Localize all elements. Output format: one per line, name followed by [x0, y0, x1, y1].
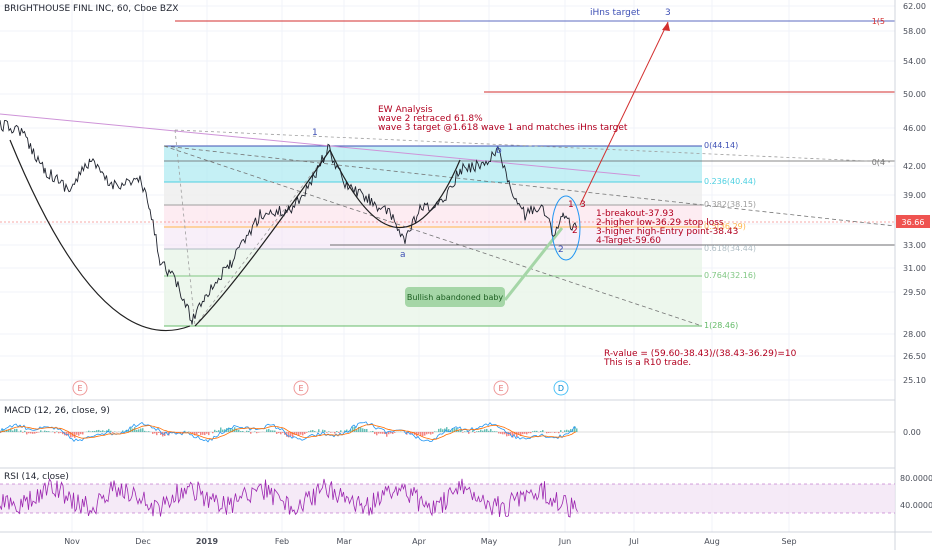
time-tick-5: Apr	[412, 537, 427, 546]
event-marker-3[interactable]: E	[493, 380, 509, 396]
svg-text:E: E	[498, 384, 503, 393]
plan-line-1: 1-breakout-37.93	[596, 209, 674, 219]
time-axis[interactable]: Nov Dec 2019 Feb Mar Apr May Jun Jul Aug Sep	[64, 537, 796, 546]
fib-label-0236: 0.236(40.44)	[704, 177, 756, 186]
channel-bottom	[163, 145, 703, 327]
last-price-tag	[896, 215, 930, 228]
price-tick-5: 42.00	[903, 162, 926, 171]
price-tick-12: 26.50	[903, 352, 926, 361]
time-tick-6: May	[481, 537, 498, 546]
price-tick-4: 46.00	[903, 124, 926, 133]
fib-zone-0382-05	[164, 205, 702, 227]
price-tick-6: 39.00	[903, 191, 926, 200]
target-arrow	[579, 21, 669, 206]
fib-zone-0-0236	[164, 146, 702, 182]
time-tick-1: Dec	[135, 537, 150, 546]
macd-axis-tick: 0.00	[903, 428, 921, 437]
price-tick-8: 33.00	[903, 241, 926, 250]
time-tick-7: Jun	[558, 537, 572, 546]
svg-text:D: D	[558, 384, 564, 393]
event-marker-1[interactable]: E	[72, 380, 88, 396]
plan-line-4: 4-Target-59.60	[596, 236, 661, 246]
price-tick-0: 62.00	[903, 2, 926, 11]
target-arrowhead	[662, 22, 670, 31]
wave-proj-1	[174, 129, 196, 327]
price-tick-3: 50.00	[903, 90, 926, 99]
fib-label-1: 1(28.46)	[704, 321, 738, 330]
time-tick-2: 2019	[196, 537, 219, 546]
last-price-text: 36.66	[902, 218, 925, 227]
plan-line-2: 2-higher low-36.29 stop loss	[596, 218, 724, 228]
macd-signal-line	[0, 424, 577, 440]
wave-proj-2	[194, 149, 331, 327]
baby-ellipse	[551, 195, 581, 261]
time-tick-3: Feb	[275, 537, 289, 546]
plan-line-3: 3-higher high-Entry point-38.43	[596, 227, 738, 237]
price-tick-11: 28.00	[903, 330, 926, 339]
ew-line-2: wave 2 retraced 61.8%	[378, 114, 483, 124]
upper-trendline	[0, 113, 641, 177]
price-tick-13: 25.10	[903, 376, 926, 385]
time-tick-10: Sep	[781, 537, 796, 546]
rsi-label: RSI (14, close)	[4, 472, 69, 482]
small-wave-3-label: 3	[580, 200, 586, 210]
macd-histogram	[0, 426, 578, 438]
trade-plan-note: 1-breakout-37.93 2-higher low-36.29 stop…	[596, 209, 738, 246]
pattern-callout-box	[405, 287, 505, 307]
fib-label-0382: 0.382(38.15)	[704, 200, 756, 209]
wave-2-label: 2	[558, 245, 564, 255]
neck-arc	[194, 149, 331, 327]
ihns-target-label: iHns target	[590, 8, 640, 18]
fib-label-0764: 0.764(32.16)	[704, 271, 756, 280]
event-marker-2[interactable]: E	[293, 380, 309, 396]
wave-a-label: a	[400, 250, 406, 260]
macd-label: MACD (12, 26, close, 9)	[4, 406, 110, 416]
rvalue-line-1: R-value = (59.60-38.43)/(38.43-36.29)=10	[604, 349, 797, 359]
time-tick-4: Mar	[336, 537, 352, 546]
rsi-axis-tick-80: 80.0000	[900, 474, 932, 483]
fib-zone-0236-0382	[164, 182, 702, 205]
time-tick-0: Nov	[64, 537, 80, 546]
fib-label-0: 0(44.14)	[704, 141, 738, 150]
price-tick-10: 29.50	[903, 288, 926, 297]
ew-line-1: EW Analysis	[378, 105, 433, 115]
macd-line	[0, 421, 577, 443]
pattern-callout-text: Bullish abandoned baby	[407, 293, 504, 302]
top-right-fib-label: 1(5	[872, 17, 885, 26]
rsi-axis-tick-40: 40.0000	[900, 501, 932, 510]
price-series	[0, 120, 577, 325]
time-tick-8: Jul	[628, 537, 639, 546]
small-wave-2-label: 2	[572, 226, 578, 236]
rsi-line	[0, 478, 578, 518]
wave-3-target-label: 3	[665, 8, 671, 18]
fib-label-05: 0.5(36.29)	[704, 222, 746, 231]
fib-label-0618: 0.618(34.44)	[704, 244, 756, 253]
small-wave-1-label: 1	[568, 200, 574, 210]
svg-text:E: E	[298, 384, 303, 393]
price-tick-9: 31.00	[903, 264, 926, 273]
chart-title: BRIGHTHOUSE FINL INC, 60, Cboe BZX	[4, 4, 178, 14]
head-arc	[329, 149, 461, 229]
channel-top	[163, 145, 896, 227]
wave-b-label: b	[496, 146, 502, 156]
svg-text:E: E	[77, 384, 82, 393]
ew-line-3: wave 3 target @1.618 wave 1 and matches …	[378, 123, 628, 133]
price-tick-1: 58.00	[903, 27, 926, 36]
price-tick-2: 54.00	[903, 57, 926, 66]
rvalue-line-2: This is a R10 trade.	[603, 358, 691, 368]
event-marker-4[interactable]: D	[553, 380, 569, 396]
left-shoulder-arc	[9, 139, 191, 332]
fib-zone-05-0618	[164, 227, 702, 249]
right-fib-label: 0(4	[872, 158, 885, 167]
ew-analysis-note: EW Analysis wave 2 retraced 61.8% wave 3…	[378, 105, 628, 133]
time-tick-9: Aug	[704, 537, 720, 546]
price-axis[interactable]: 62.0058.0054.0050.0046.0042.0039.0036.00…	[903, 2, 926, 385]
wave-1-label: 1	[312, 128, 318, 138]
wave-proj-3	[174, 129, 891, 163]
